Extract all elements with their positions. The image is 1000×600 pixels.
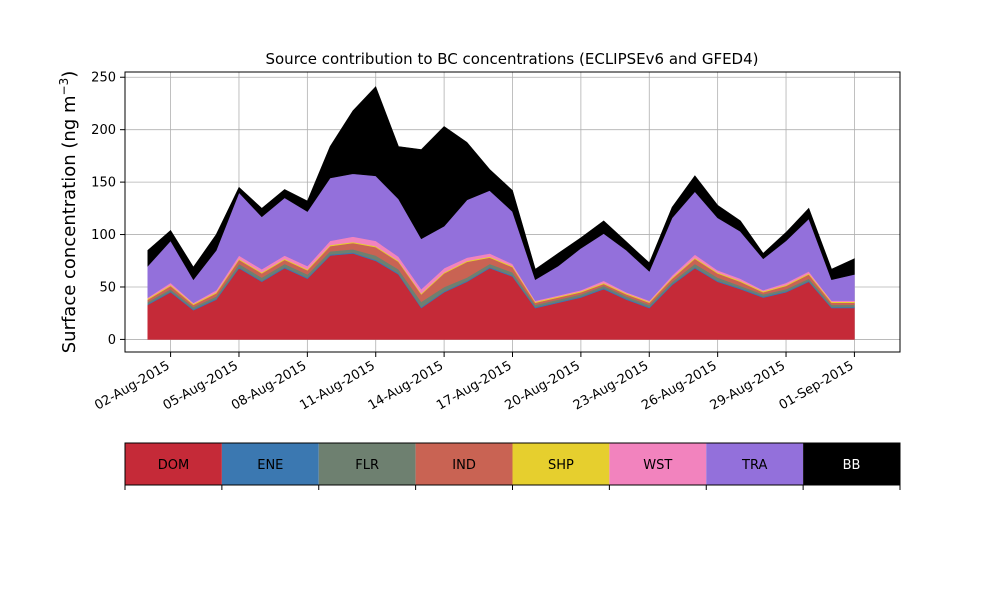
x-tick-label-4: 14-Aug-2015 (366, 358, 446, 413)
legend-label-dom: DOM (158, 458, 189, 473)
x-tick-label-5: 17-Aug-2015 (434, 358, 514, 413)
y-axis-label-close: ) (59, 71, 80, 78)
y-axis-label: Surface concentration (ng m−3) (57, 71, 80, 354)
x-tick-label-2: 08-Aug-2015 (229, 358, 309, 413)
legend-label-ene: ENE (257, 458, 283, 473)
legend-swatch-ind (415, 443, 513, 485)
x-tick-label-6: 20-Aug-2015 (503, 358, 583, 413)
y-tick-label-2: 100 (91, 228, 116, 243)
y-tick-label-4: 200 (91, 123, 116, 138)
legend-label-flr: FLR (355, 458, 379, 473)
chart-title: Source contribution to BC concentrations… (265, 50, 758, 68)
x-tick-label-0: 02-Aug-2015 (92, 358, 172, 413)
x-axis: 02-Aug-201505-Aug-201508-Aug-201511-Aug-… (92, 352, 856, 414)
y-axis-label-main: Surface concentration (ng m (59, 95, 80, 353)
legend-label-tra: TRA (741, 458, 767, 473)
legend-swatch-flr (318, 443, 416, 485)
y-tick-label-0: 0 (108, 333, 116, 348)
legend-swatch-dom (125, 443, 222, 485)
y-axis-label-superscript: −3 (57, 78, 71, 96)
legend-swatch-bb (803, 443, 900, 485)
x-tick-label-8: 26-Aug-2015 (639, 358, 719, 413)
x-tick-label-7: 23-Aug-2015 (571, 358, 651, 413)
y-axis: 0 50 100 150 200 250 (91, 71, 125, 348)
area-series-bb (147, 86, 855, 281)
legend-swatch-ene (221, 443, 319, 485)
legend-label-bb: BB (843, 458, 861, 473)
area-layer (147, 86, 855, 340)
y-tick-label-3: 150 (91, 176, 116, 191)
legend-label-ind: IND (452, 458, 476, 473)
y-tick-label-5: 250 (91, 71, 116, 86)
legend-swatch-shp (512, 443, 610, 485)
x-tick-label-9: 29-Aug-2015 (708, 358, 788, 413)
x-tick-label-3: 11-Aug-2015 (297, 358, 377, 413)
y-tick-label-1: 50 (99, 280, 116, 295)
legend-frame (124, 442, 901, 486)
legend-swatch-tra (706, 443, 804, 485)
x-tick-label-10: 01-Sep-2015 (777, 358, 857, 413)
legend-label-wst: WST (643, 458, 672, 473)
x-tick-label-1: 05-Aug-2015 (161, 358, 241, 413)
legend-colorbar: DOM ENE FLR IND SHP WST TRA BB (124, 442, 901, 490)
legend-label-shp: SHP (548, 458, 574, 473)
legend-swatch-wst (609, 443, 707, 485)
